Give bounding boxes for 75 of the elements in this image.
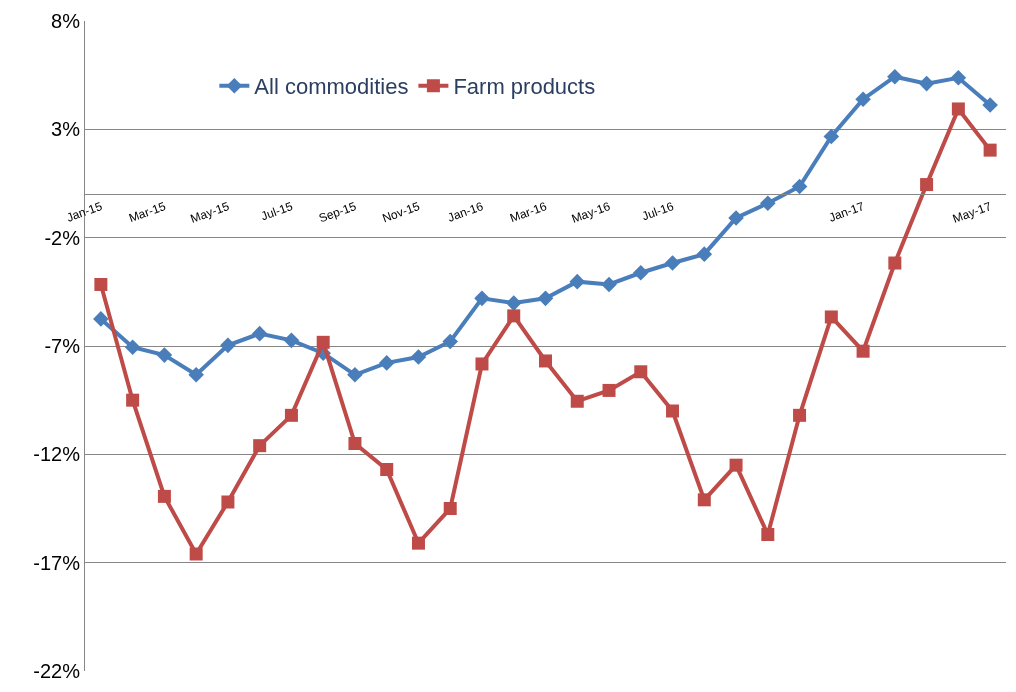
y-tick-label: 3%: [51, 118, 81, 141]
point: [791, 178, 808, 195]
point: [505, 295, 522, 311]
x-tick-label: Sep-15: [316, 198, 359, 226]
x-tick-label: Jul-16: [640, 198, 676, 224]
point: [664, 255, 681, 271]
point: [93, 311, 109, 327]
point: [411, 536, 425, 550]
x-tick-label: Jan-15: [64, 198, 105, 225]
point: [537, 290, 554, 307]
point: [283, 332, 300, 349]
x-tick-label: Mar-16: [508, 198, 549, 226]
point: [696, 246, 713, 262]
point: [569, 273, 586, 290]
point: [378, 355, 395, 371]
y-tick-label: -22%: [33, 660, 81, 682]
point: [632, 264, 649, 281]
point: [189, 547, 203, 561]
point: [918, 75, 935, 92]
legend-label: All commodities: [254, 74, 409, 100]
point: [316, 335, 330, 349]
point: [950, 69, 967, 86]
point: [823, 128, 840, 145]
point: [221, 495, 235, 509]
point: [124, 339, 141, 356]
point: [443, 502, 457, 515]
point: [157, 489, 171, 503]
x-tick-label: Jan-16: [445, 198, 486, 225]
point: [539, 354, 552, 368]
point: [348, 437, 362, 450]
y-tick-label: -7%: [44, 335, 81, 357]
point: [570, 394, 584, 408]
y-tick-label: -2%: [44, 226, 81, 249]
point: [284, 408, 298, 422]
point: [887, 68, 903, 85]
y-tick-label: -12%: [33, 443, 81, 466]
point: [728, 210, 744, 226]
point: [666, 404, 680, 418]
point: [856, 344, 870, 358]
point: [475, 357, 489, 371]
point: [94, 277, 108, 291]
point: [760, 195, 776, 212]
x-tick-label: Jul-15: [259, 198, 295, 224]
y-tick-label: -17%: [33, 551, 81, 574]
legend-label: Farm products: [453, 74, 596, 100]
x-tick-label: Nov-15: [380, 198, 422, 226]
point: [793, 408, 807, 422]
point: [602, 383, 616, 397]
point: [982, 97, 998, 113]
point: [126, 393, 140, 407]
point: [410, 349, 427, 365]
point: [761, 528, 775, 541]
point: [220, 337, 236, 354]
x-tick-label: Jan-17: [826, 198, 867, 225]
point: [442, 333, 459, 350]
y-tick-label: 8%: [51, 10, 81, 32]
point: [920, 178, 934, 192]
point: [507, 309, 521, 323]
point: [474, 290, 490, 307]
point: [347, 367, 363, 383]
point: [601, 276, 617, 293]
point: [156, 347, 173, 363]
point: [251, 325, 268, 342]
point: [824, 310, 838, 324]
point: [697, 493, 711, 507]
point: [888, 256, 902, 270]
point: [380, 463, 394, 476]
point: [729, 458, 743, 472]
point: [188, 367, 204, 383]
point: [951, 102, 965, 116]
x-tick-label: Mar-15: [126, 198, 168, 226]
point: [253, 439, 267, 453]
point: [983, 143, 997, 157]
point: [855, 91, 871, 108]
point: [634, 365, 648, 379]
